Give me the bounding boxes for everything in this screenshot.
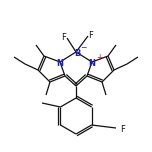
Text: −: − (80, 43, 86, 52)
Text: F: F (62, 33, 66, 41)
Text: N: N (57, 59, 64, 67)
Text: +: + (96, 52, 102, 62)
Text: F: F (89, 31, 93, 40)
Text: F: F (121, 124, 125, 133)
Text: N: N (88, 59, 95, 67)
Text: B: B (74, 48, 80, 57)
